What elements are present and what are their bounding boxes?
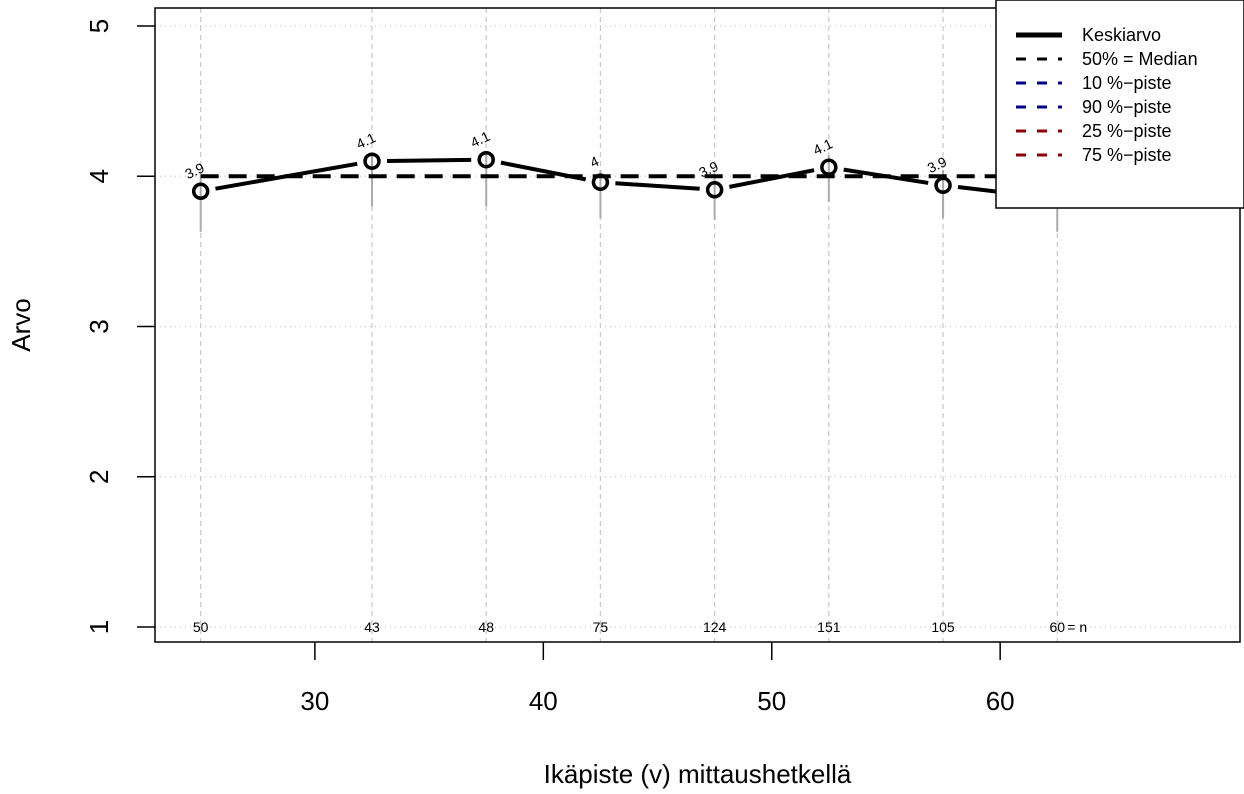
data-label: 4.1 <box>811 135 836 158</box>
series-mean-segment <box>215 161 358 191</box>
data-point <box>363 152 381 170</box>
legend-label: 10 %−piste <box>1082 73 1172 93</box>
n-suffix-label: = n <box>1067 619 1087 635</box>
n-label: 124 <box>703 619 727 635</box>
series-mean-segment <box>615 181 700 191</box>
data-label: 4.1 <box>468 128 493 151</box>
legend-label: 75 %−piste <box>1082 145 1172 165</box>
legend-label: 25 %−piste <box>1082 121 1172 141</box>
n-label: 50 <box>193 619 209 635</box>
x-tick-label: 30 <box>300 686 329 716</box>
x-tick-label: 40 <box>529 686 558 716</box>
y-tick-label: 4 <box>84 169 114 183</box>
x-axis-title: Ikäpiste (v) mittaushetkellä <box>544 759 852 789</box>
n-label: 105 <box>931 619 955 635</box>
x-tick-label: 50 <box>757 686 786 716</box>
y-tick-label: 3 <box>84 319 114 333</box>
series-mean-segment <box>728 168 815 189</box>
y-axis-title: Arvo <box>6 298 36 351</box>
data-point <box>191 182 210 201</box>
data-label: 3.9 <box>182 159 207 182</box>
legend-label: 50% = Median <box>1082 49 1198 69</box>
data-point <box>477 150 495 169</box>
data-label: 3.9 <box>696 158 721 181</box>
n-label: 60 <box>1049 619 1065 635</box>
data-point <box>934 176 952 195</box>
data-label: 4.1 <box>354 129 379 152</box>
data-point <box>591 173 610 192</box>
y-tick-label: 1 <box>84 620 114 634</box>
n-label: 48 <box>478 619 494 635</box>
y-tick-label: 5 <box>84 19 114 33</box>
series-mean-segment <box>500 160 587 182</box>
data-point <box>820 158 838 177</box>
series-mean-segment <box>386 157 472 164</box>
legend-label: Keskiarvo <box>1082 25 1161 45</box>
n-label: 43 <box>364 619 380 635</box>
plot-border <box>154 7 1241 643</box>
data-point <box>705 181 724 199</box>
data-label: 3.9 <box>925 153 950 176</box>
n-label: 151 <box>817 619 841 635</box>
x-tick-label: 60 <box>986 686 1015 716</box>
data-label: 4 <box>587 153 601 171</box>
y-tick-label: 2 <box>84 470 114 484</box>
n-label: 75 <box>593 619 609 635</box>
series-mean-segment <box>843 167 929 185</box>
legend-label: 90 %−piste <box>1082 97 1172 117</box>
